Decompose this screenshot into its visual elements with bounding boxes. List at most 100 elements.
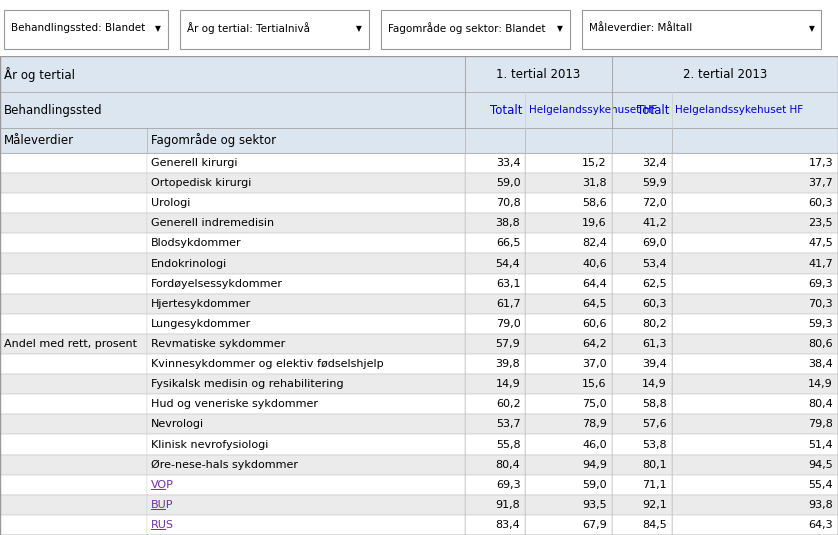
Bar bbox=[525, 354, 612, 374]
Bar bbox=[672, 153, 838, 173]
Bar bbox=[4, 10, 168, 49]
Bar bbox=[525, 334, 612, 354]
Bar bbox=[147, 374, 465, 394]
Bar bbox=[465, 515, 525, 535]
Text: 80,1: 80,1 bbox=[643, 460, 667, 470]
Bar bbox=[0, 92, 465, 128]
Bar bbox=[612, 334, 672, 354]
Bar bbox=[525, 374, 612, 394]
Text: 93,8: 93,8 bbox=[808, 500, 833, 510]
Text: 71,1: 71,1 bbox=[643, 480, 667, 490]
Bar bbox=[147, 495, 465, 515]
Bar bbox=[147, 455, 465, 475]
Text: Totalt: Totalt bbox=[490, 104, 523, 117]
Text: 80,4: 80,4 bbox=[808, 399, 833, 409]
Text: Andel med rett, prosent: Andel med rett, prosent bbox=[4, 339, 137, 349]
Bar bbox=[672, 334, 838, 354]
Text: Ortopedisk kirurgi: Ortopedisk kirurgi bbox=[151, 178, 251, 188]
Text: ▼: ▼ bbox=[557, 24, 563, 33]
Text: VOP: VOP bbox=[151, 480, 173, 490]
Bar bbox=[0, 414, 147, 434]
Bar bbox=[147, 515, 465, 535]
Text: 80,4: 80,4 bbox=[495, 460, 520, 470]
Bar bbox=[465, 233, 525, 254]
Bar bbox=[612, 254, 672, 273]
Text: År og tertial: Tertialnivå: År og tertial: Tertialnivå bbox=[187, 22, 310, 34]
Bar bbox=[672, 414, 838, 434]
Text: 59,3: 59,3 bbox=[809, 319, 833, 329]
Text: 91,8: 91,8 bbox=[495, 500, 520, 510]
Text: Hjertesykdommer: Hjertesykdommer bbox=[151, 299, 251, 309]
Bar bbox=[0, 254, 147, 273]
Text: 33,4: 33,4 bbox=[496, 158, 520, 168]
Text: Fagområde og sektor: Blandet: Fagområde og sektor: Blandet bbox=[388, 22, 546, 34]
Bar bbox=[672, 354, 838, 374]
Text: RUS: RUS bbox=[151, 520, 173, 530]
Text: 58,6: 58,6 bbox=[582, 198, 607, 208]
Bar bbox=[672, 233, 838, 254]
Text: 37,0: 37,0 bbox=[582, 359, 607, 369]
Bar bbox=[0, 495, 147, 515]
Text: 38,8: 38,8 bbox=[495, 218, 520, 228]
Bar bbox=[672, 193, 838, 213]
Text: 32,4: 32,4 bbox=[642, 158, 667, 168]
Text: 55,4: 55,4 bbox=[809, 480, 833, 490]
Bar bbox=[0, 128, 147, 153]
Bar bbox=[525, 213, 612, 233]
Bar bbox=[147, 394, 465, 414]
Bar bbox=[0, 314, 147, 334]
Bar bbox=[465, 193, 525, 213]
Bar bbox=[672, 128, 838, 153]
Text: 64,4: 64,4 bbox=[582, 279, 607, 288]
Bar bbox=[465, 434, 525, 455]
Text: 1. tertial 2013: 1. tertial 2013 bbox=[496, 67, 581, 81]
Text: 2. tertial 2013: 2. tertial 2013 bbox=[683, 67, 767, 81]
Bar bbox=[582, 10, 821, 49]
Text: 14,9: 14,9 bbox=[808, 379, 833, 389]
Bar bbox=[465, 495, 525, 515]
Text: BUP: BUP bbox=[151, 500, 173, 510]
Text: 59,0: 59,0 bbox=[582, 480, 607, 490]
Text: Helgelandssykehuset HF: Helgelandssykehuset HF bbox=[529, 105, 657, 115]
Text: 61,7: 61,7 bbox=[496, 299, 520, 309]
Text: 31,8: 31,8 bbox=[582, 178, 607, 188]
Bar bbox=[525, 173, 612, 193]
Bar bbox=[0, 153, 147, 173]
Bar bbox=[672, 475, 838, 495]
Text: Fordøyelsessykdommer: Fordøyelsessykdommer bbox=[151, 279, 283, 288]
Bar bbox=[672, 394, 838, 414]
Bar bbox=[612, 213, 672, 233]
Text: 58,8: 58,8 bbox=[642, 399, 667, 409]
Text: 69,3: 69,3 bbox=[496, 480, 520, 490]
Text: 60,3: 60,3 bbox=[643, 299, 667, 309]
Text: 94,9: 94,9 bbox=[582, 460, 607, 470]
Text: År og tertial: År og tertial bbox=[4, 67, 75, 82]
Text: Blodsykdommer: Blodsykdommer bbox=[151, 239, 241, 248]
Bar bbox=[612, 515, 672, 535]
Text: Behandlingssted: Behandlingssted bbox=[4, 104, 103, 117]
Bar bbox=[465, 475, 525, 495]
Text: 64,2: 64,2 bbox=[582, 339, 607, 349]
Bar bbox=[612, 394, 672, 414]
Text: 60,2: 60,2 bbox=[496, 399, 520, 409]
Bar bbox=[0, 213, 147, 233]
Text: ▼: ▼ bbox=[356, 24, 362, 33]
Bar bbox=[0, 515, 147, 535]
Bar bbox=[672, 455, 838, 475]
Bar bbox=[612, 434, 672, 455]
Text: 92,1: 92,1 bbox=[642, 500, 667, 510]
Bar bbox=[147, 434, 465, 455]
Text: 17,3: 17,3 bbox=[809, 158, 833, 168]
Text: 79,0: 79,0 bbox=[495, 319, 520, 329]
Text: Kvinnesykdommer og elektiv fødselshjelp: Kvinnesykdommer og elektiv fødselshjelp bbox=[151, 359, 384, 369]
Text: 69,0: 69,0 bbox=[643, 239, 667, 248]
Bar bbox=[525, 273, 612, 294]
Bar bbox=[147, 414, 465, 434]
Text: 19,6: 19,6 bbox=[582, 218, 607, 228]
Bar bbox=[465, 128, 525, 153]
Text: 66,5: 66,5 bbox=[496, 239, 520, 248]
Bar bbox=[0, 475, 147, 495]
Bar bbox=[465, 374, 525, 394]
Bar bbox=[0, 374, 147, 394]
Text: 59,0: 59,0 bbox=[496, 178, 520, 188]
